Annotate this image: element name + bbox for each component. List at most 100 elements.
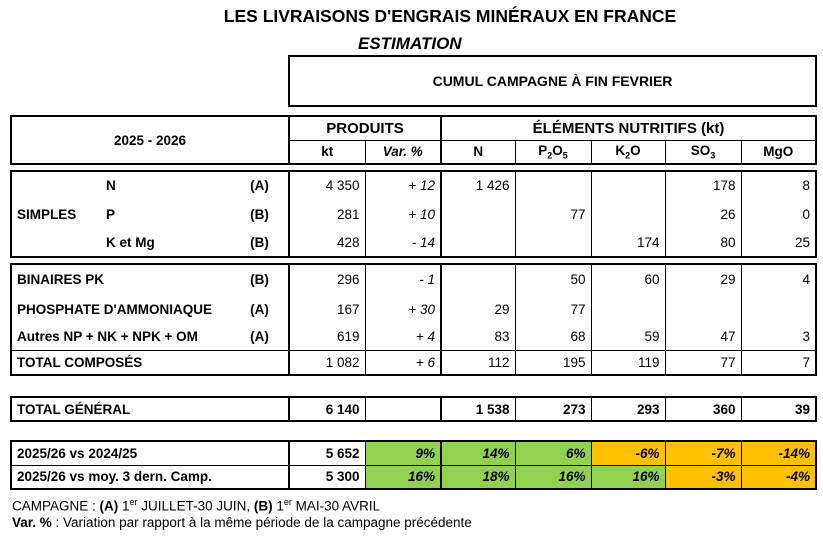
footnote-a-day: 1 (118, 498, 130, 514)
n-value: 83 (494, 329, 510, 345)
group-label-simples: SIMPLES (10, 199, 101, 229)
kt-value: 4 350 (289, 170, 365, 199)
kt-value: 619 (336, 329, 360, 345)
footnote-b-text: MAI-30 AVRIL (291, 498, 381, 514)
footnote-b-sup: er (283, 497, 292, 507)
so-value: 26 (664, 199, 741, 229)
k-value: 16% (590, 465, 665, 490)
footnote-campagne-label: CAMPAGNE : (12, 498, 100, 514)
k-value: 174 (590, 229, 665, 258)
mg-value: 0 (740, 199, 817, 229)
mg-value: 7 (740, 349, 817, 376)
var-value: + 4 (364, 324, 442, 350)
row-code: (A) (231, 294, 290, 324)
k-value (590, 199, 665, 229)
p-value (514, 229, 591, 258)
p-value: 6% (514, 440, 591, 466)
footnote-b-day: 1 (272, 498, 284, 514)
k-value: 59 (590, 324, 665, 350)
footnote-b-code: (B) (253, 498, 273, 514)
k-value: 60 (590, 263, 665, 294)
footnote-a-code: (A) (99, 498, 119, 514)
kt-value: 281 (336, 206, 360, 222)
k-value: 293 (590, 396, 665, 422)
var-value: 16% (364, 465, 442, 490)
p-value: 273 (514, 396, 591, 422)
row-code: (B) (231, 199, 290, 229)
var-value: 9% (364, 440, 442, 466)
n-value: 1 426 (441, 170, 515, 199)
table-row: SIMPLES P (B) 281 + 10 77 26 0 (10, 199, 817, 229)
so-value: 178 (664, 170, 741, 199)
n-value: 112 (441, 349, 515, 376)
k-value (590, 170, 665, 199)
n-value: 14% (441, 440, 515, 466)
so-value: 80 (664, 229, 741, 258)
table-row: Autres NP + NK + NPK + OM (A) 619 + 4 83… (10, 324, 817, 350)
row-name: Autres NP + NK + NPK + OM (10, 324, 231, 350)
total-general-row: TOTAL GÉNÉRAL 6 140 1 538 273 293 360 39 (10, 396, 817, 422)
elements-header: ÉLÉMENTS NUTRITIFS (kt) (441, 115, 817, 141)
row-name: TOTAL GÉNÉRAL (10, 396, 290, 422)
k-value: -6% (590, 440, 665, 466)
period-header: CUMUL CAMPAGNE À FIN FEVRIER (288, 55, 817, 107)
so-value: 360 (664, 396, 741, 422)
n-header: N (441, 140, 515, 165)
var-value: + 12 (364, 170, 442, 199)
comparison-row: 2025/26 vs 2024/25 5 652 9% 14% 6% -6% -… (10, 440, 817, 466)
p-value: 195 (514, 349, 591, 376)
mg-value: 4 (740, 263, 817, 294)
var-value: + 30 (364, 294, 442, 324)
table-row: N (A) 4 350 + 12 1 426 178 8 (10, 170, 817, 199)
produits-header: PRODUITS (289, 115, 442, 141)
deliveries-table: 2025 - 2026 PRODUITS ÉLÉMENTS NUTRITIFS … (10, 115, 817, 490)
footnote-a-sup: er (129, 497, 138, 507)
var-header: Var. % (364, 140, 442, 165)
row-code: (A) (231, 324, 290, 350)
var-value: - 1 (364, 263, 442, 294)
row-code: (B) (231, 229, 290, 258)
kt-value: 428 (289, 229, 365, 258)
p-value: 77 (514, 294, 591, 324)
page-title: LES LIVRAISONS D'ENGRAIS MINÉRAUX EN FRA… (223, 6, 677, 26)
mg-value: 39 (740, 396, 817, 422)
row-name: P (106, 206, 116, 222)
total-composes-row: TOTAL COMPOSÉS 1 082 + 6 112 195 119 77 … (10, 349, 817, 376)
p-value: 16% (514, 465, 591, 490)
so-value: -3% (664, 465, 741, 490)
so3-header: SO3 (664, 140, 741, 165)
k2o-header: K2O (590, 140, 665, 165)
n-value: 29 (494, 301, 510, 317)
kt-value: 5 652 (289, 440, 365, 466)
mg-value (740, 294, 817, 324)
footnote-a-text: JUILLET-30 JUIN, (137, 498, 254, 514)
var-value: + 6 (364, 349, 442, 376)
kt-value: 6 140 (289, 396, 365, 422)
mg-value: -14% (740, 440, 817, 466)
row-code: (A) (231, 170, 290, 199)
kt-value: 1 082 (289, 349, 365, 376)
p-value: 68 (514, 324, 591, 350)
table-row: PHOSPHATE D'AMMONIAQUE (A) 167 + 30 29 7… (10, 294, 817, 324)
so-value: 47 (664, 324, 741, 350)
k-value: 119 (590, 349, 665, 376)
season-label: 2025 - 2026 (10, 115, 290, 165)
row-name: 2025/26 vs 2024/25 (10, 440, 290, 466)
page-subtitle: ESTIMATION (358, 34, 462, 53)
row-name: TOTAL COMPOSÉS (10, 349, 290, 376)
comparison-row: 2025/26 vs moy. 3 dern. Camp. 5 300 16% … (10, 465, 817, 490)
mg-value: 3 (740, 324, 817, 350)
p2o5-header: P2O5 (514, 140, 591, 165)
row-name: PHOSPHATE D'AMMONIAQUE (10, 294, 231, 324)
table-row: K et Mg (B) 428 - 14 174 80 25 (10, 229, 817, 258)
row-name: BINAIRES PK (10, 263, 231, 294)
kt-value: 5 300 (289, 465, 365, 490)
var-value (364, 396, 442, 422)
row-name: K et Mg (101, 229, 231, 258)
mg-value: -4% (740, 465, 817, 490)
n-value: 1 538 (441, 396, 515, 422)
kt-value: 167 (336, 301, 360, 317)
n-value: 18% (441, 465, 515, 490)
mgo-header: MgO (740, 140, 817, 165)
n-value (441, 199, 515, 229)
